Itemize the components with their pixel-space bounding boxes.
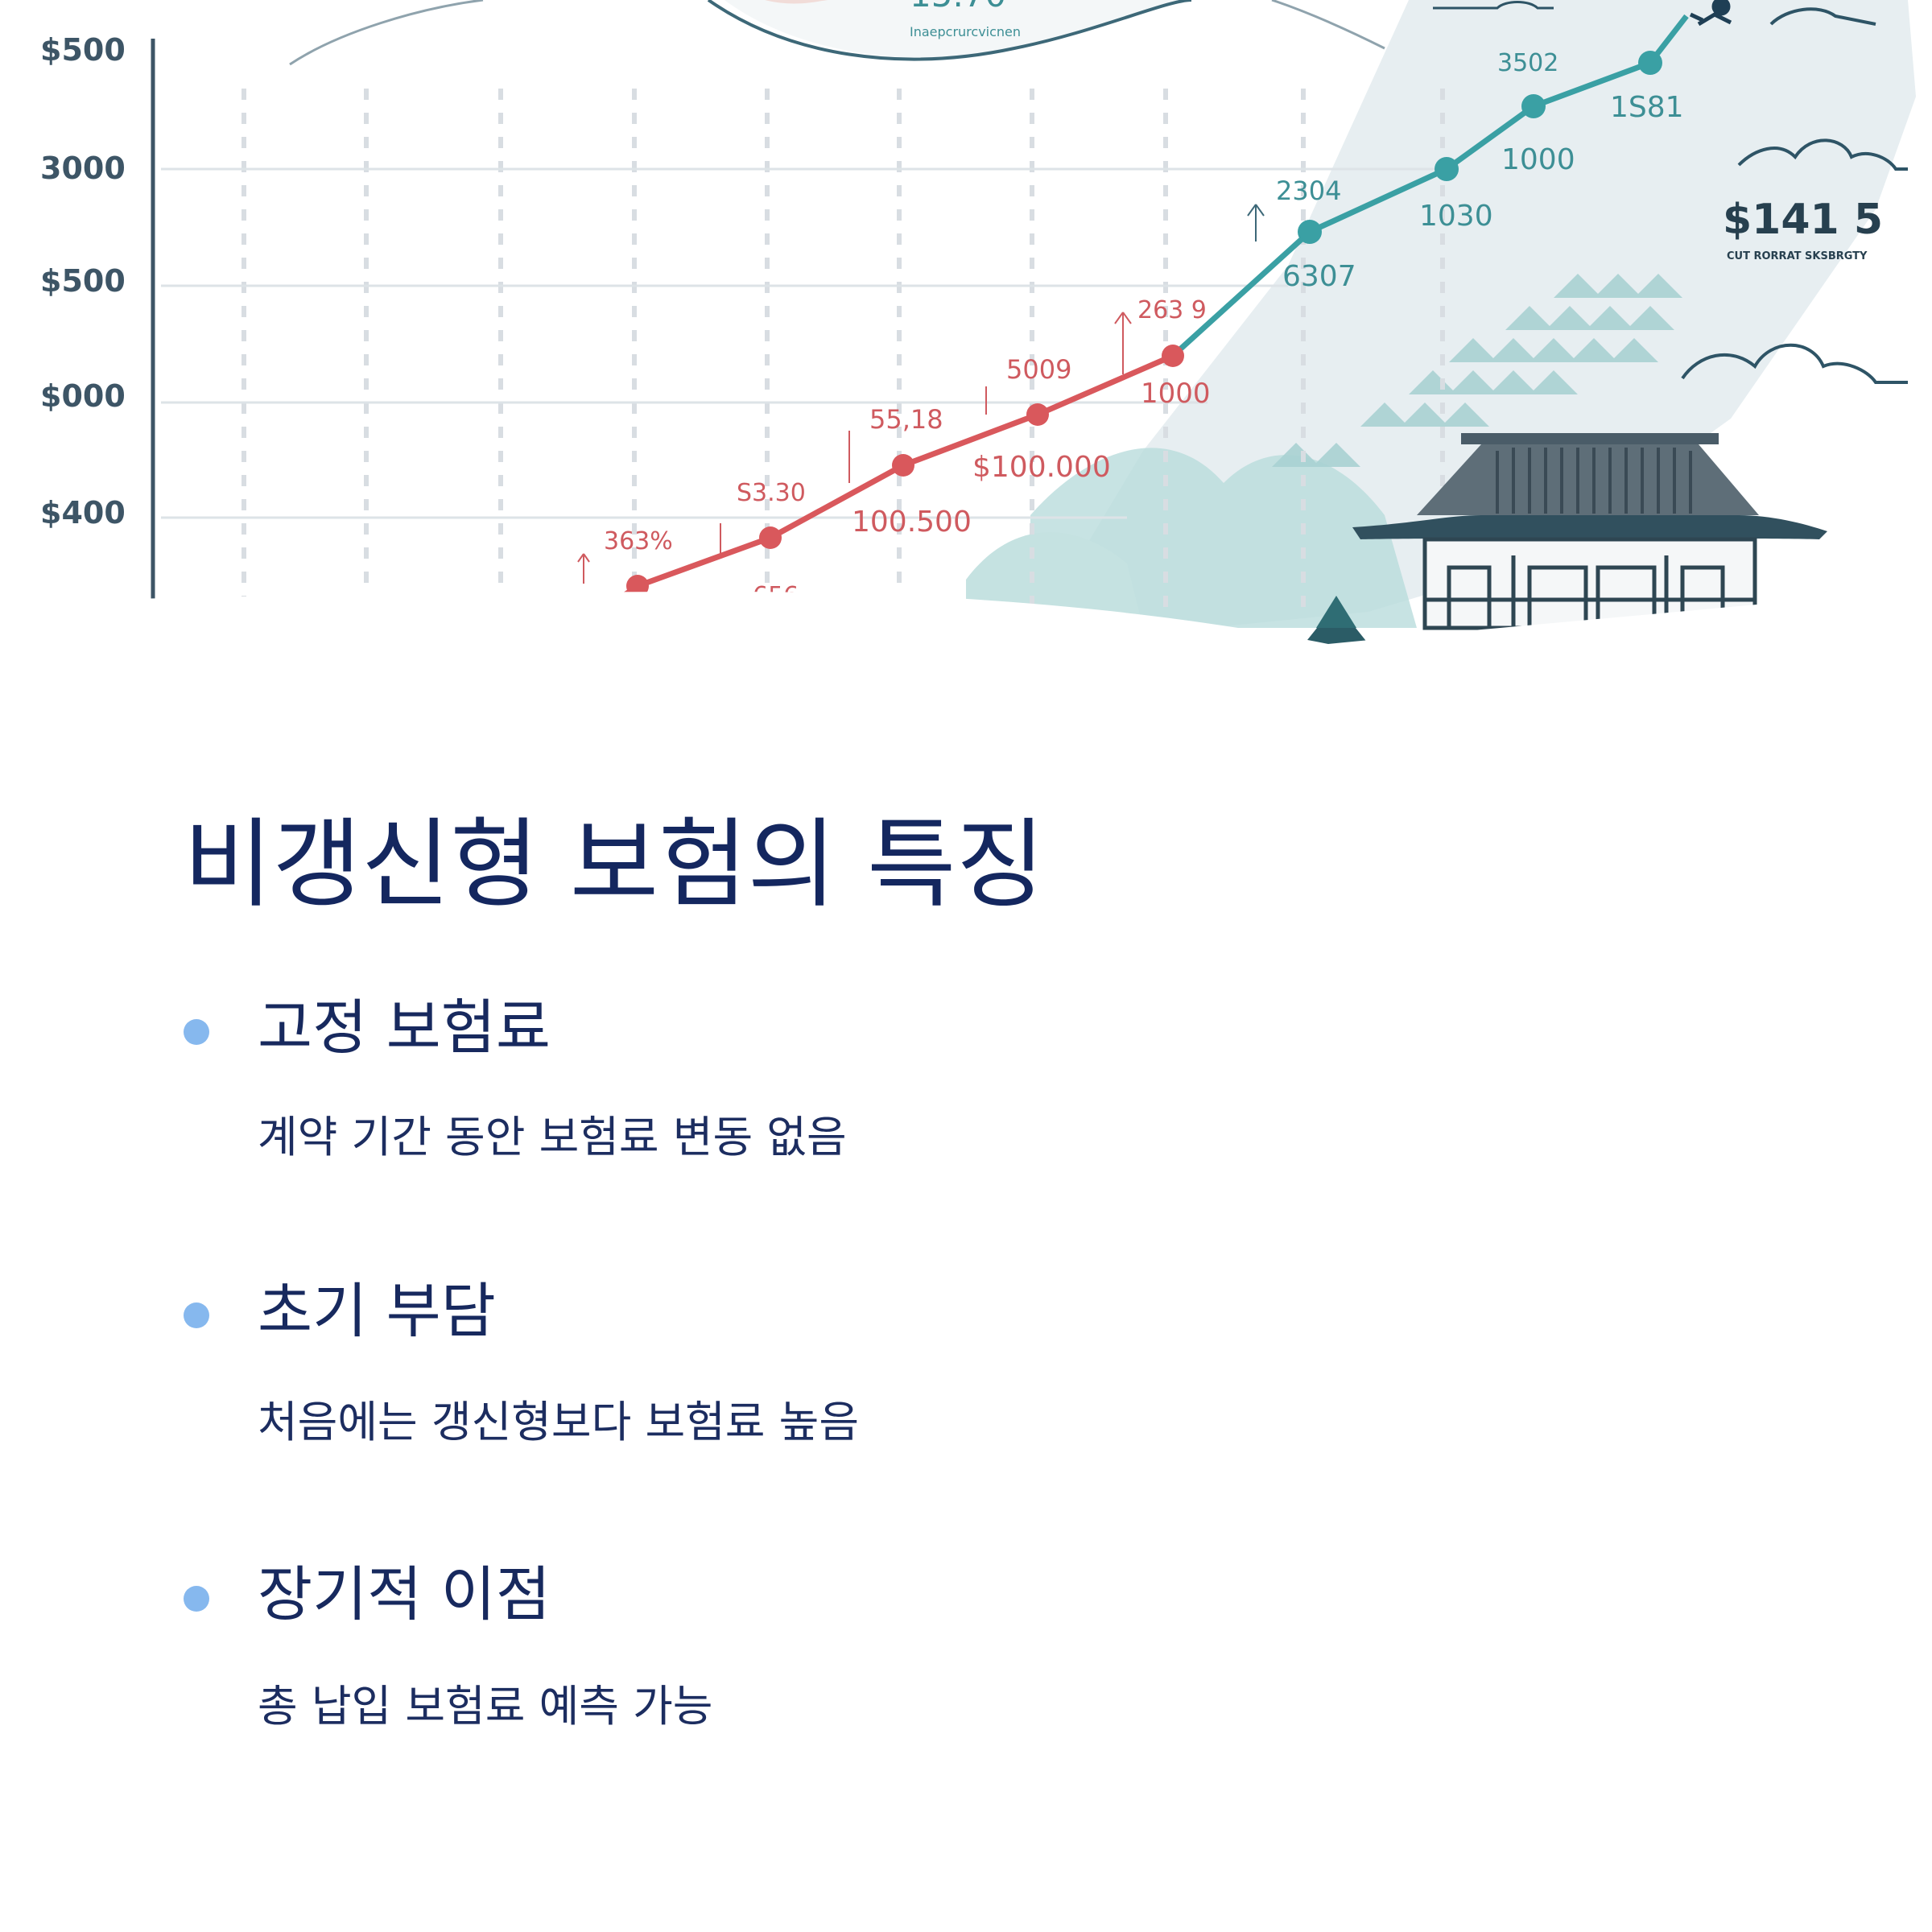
top-pink-blob [765,0,829,4]
red-point-label: 1000 [1141,378,1211,410]
bullet-dot-icon [184,1019,209,1045]
red-point-label: 5009 [1006,354,1071,385]
hanok-building-icon [1304,433,1827,644]
red-data-point [892,454,914,477]
teal-point-label: 6307 [1282,260,1356,293]
red-point-label: 263 9 [1137,296,1207,324]
triangle-pattern [1272,274,1682,467]
red-point-label: 55,18 [869,404,943,435]
top-value-label: 15.70 [910,0,1006,14]
hero-illustration: $500 3000 $500 $000 $400 15.70 Inaepcrur… [0,0,1932,660]
y-axis-tick-label: $000 [40,378,126,414]
red-point-label: $100.000 [972,451,1111,484]
teal-data-point [1298,220,1322,244]
red-point-label: S3.30 [737,479,806,507]
big-value-caption: CUT RORRAT SKSBRGTY [1727,250,1868,262]
teal-data-point [1521,94,1546,118]
big-value-label: $141 5 [1723,196,1883,244]
red-data-point [1162,345,1184,367]
teal-point-label: 1S81 [1610,91,1684,124]
top-caption: Inaepcrurcvicnen [910,24,1021,39]
y-axis-tick-label: $500 [40,32,126,68]
bg-top-curve [724,0,1191,58]
feature-description: 처음에는 갱신형보다 보험료 높음 [258,1397,860,1447]
feature-description: 총 납입 보험료 예측 가능 [258,1681,713,1732]
teal-data-point [1435,157,1459,181]
teal-point-label: 1000 [1501,143,1575,176]
horizontal-gridlines [161,167,1449,519]
red-point-label: 363% [604,527,673,555]
growth-chart-illustration: $500 3000 $500 $000 $400 15.70 Inaepcrur… [0,0,1932,660]
climber-figure-icon [1689,0,1732,27]
teal-data-points [1298,51,1662,244]
top-left-arc [289,0,484,66]
red-point-label: 100.500 [852,506,972,539]
y-axis-tick-label: $500 [40,263,126,299]
teal-point-label: 1030 [1419,200,1493,233]
section-title: 비갱신형 보험의 특징 [184,809,1045,921]
teal-data-point [1638,51,1662,75]
y-axis-tick-label: $400 [40,495,126,530]
teal-arrow-marker [1247,204,1265,242]
top-wave-line [707,0,1192,61]
bottom-wave-mask [0,588,1932,660]
bullet-dot-icon [184,1586,209,1612]
teal-point-label: 3502 [1497,49,1558,77]
bullet-dot-icon [184,1302,209,1328]
cloud-icon [1737,138,1908,171]
top-right-arc [1271,0,1385,50]
feature-description: 계약 기간 동안 보험료 변동 없음 [258,1112,847,1162]
red-data-point [626,575,649,597]
cloud-icon-2 [1681,343,1908,384]
cloud-icon-3 [1769,7,1876,26]
red-data-points [626,345,1184,597]
feature-title: 초기 부담 [258,1277,496,1346]
y-axis-tick-label: 3000 [40,151,126,186]
red-data-point [1026,403,1049,426]
red-data-point [759,526,782,549]
cloud-icon-4 [1433,1,1554,10]
feature-title: 장기적 이점 [258,1560,551,1629]
feature-title: 고정 보험료 [258,993,551,1063]
teal-point-label: 2304 [1276,175,1341,206]
red-arrow-markers [577,312,1132,584]
